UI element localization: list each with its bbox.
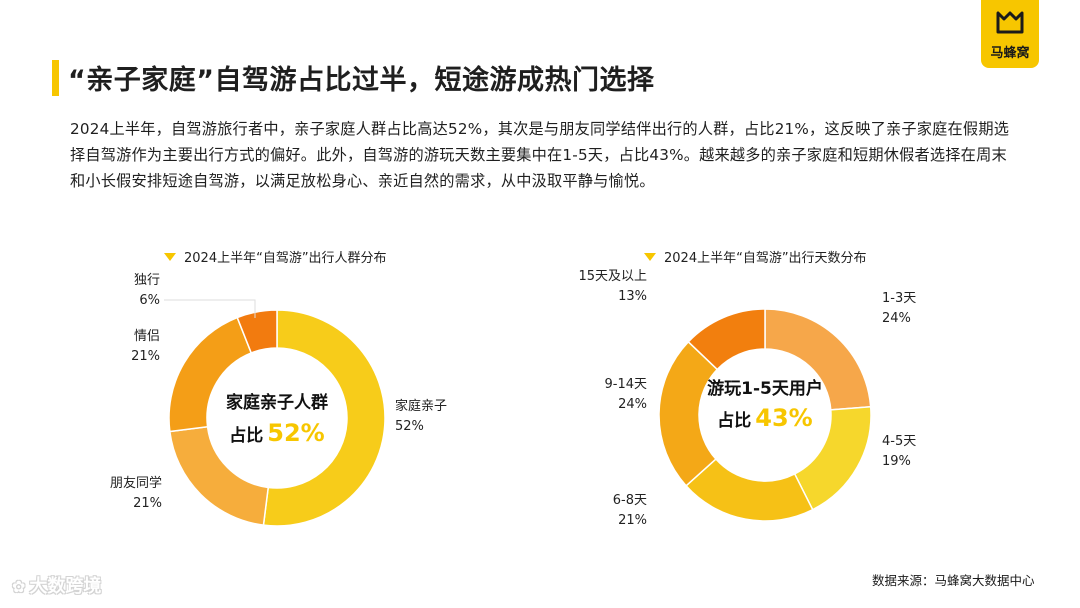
slice-label: 4-5天 [882, 434, 916, 449]
page-title: “亲子家庭”自驾游占比过半，短途游成热门选择 [68, 65, 655, 96]
data-source: 数据来源：马蜂窝大数据中心 [872, 573, 1035, 588]
mafengwo-logo-icon [996, 11, 1024, 34]
donut-slice [687, 308, 766, 371]
slice-label: 家庭亲子 [395, 398, 447, 414]
donut-slice [658, 340, 719, 487]
slice-value-label: 6% [139, 293, 160, 308]
slice-label: 9-14天 [604, 377, 647, 392]
donut-center-label: 家庭亲子人群 [226, 392, 328, 413]
slice-label: 15天及以上 [578, 269, 647, 284]
donut-slice [168, 316, 253, 433]
brand-logo[interactable]: 马蜂窝 [981, 0, 1039, 68]
slice-value-label: 21% [133, 496, 162, 511]
title-accent-bar [52, 60, 59, 96]
slice-label: 1-3天 [882, 291, 916, 306]
donut-slice [236, 309, 278, 354]
slice-value-label: 24% [618, 397, 647, 412]
slice-label: 朋友同学 [110, 475, 162, 491]
watermark-logo-icon: ✿ [12, 577, 26, 596]
donut-center-value: 占比 52% [229, 419, 324, 447]
slice-label: 6-8天 [613, 493, 647, 508]
triangle-down-icon [644, 253, 656, 261]
slice-value-label: 24% [882, 311, 911, 326]
slice-label: 情侣 [134, 329, 160, 344]
description-paragraph: 2024上半年，自驾游旅行者中，亲子家庭人群占比高达52%，其次是与朋友同学结伴… [70, 120, 1010, 190]
triangle-down-icon [164, 253, 176, 261]
slice-value-label: 19% [882, 454, 911, 469]
chart-title-text: 2024上半年“自驾游”出行人群分布 [184, 251, 387, 266]
donut-slice [262, 309, 386, 527]
donut-center-label: 游玩1-5天用户 [707, 378, 823, 399]
slice-value-label: 52% [395, 419, 424, 434]
leader-line [164, 299, 256, 318]
chart-title-travelers: 2024上半年“自驾游”出行人群分布 [164, 247, 387, 266]
donut-center-value: 占比 43% [717, 404, 812, 432]
logo-text: 马蜂窝 [990, 46, 1030, 61]
slice-label: 独行 [134, 273, 160, 288]
slice-value-label: 13% [618, 289, 647, 304]
watermark-text: 大数跨境 [29, 576, 102, 597]
slice-value-label: 21% [131, 349, 160, 364]
chart-title-days: 2024上半年“自驾游”出行天数分布 [644, 247, 867, 266]
chart-title-text: 2024上半年“自驾游”出行天数分布 [664, 251, 867, 266]
slice-value-label: 21% [618, 513, 647, 528]
watermark: ✿ 大数跨境 [12, 572, 101, 598]
